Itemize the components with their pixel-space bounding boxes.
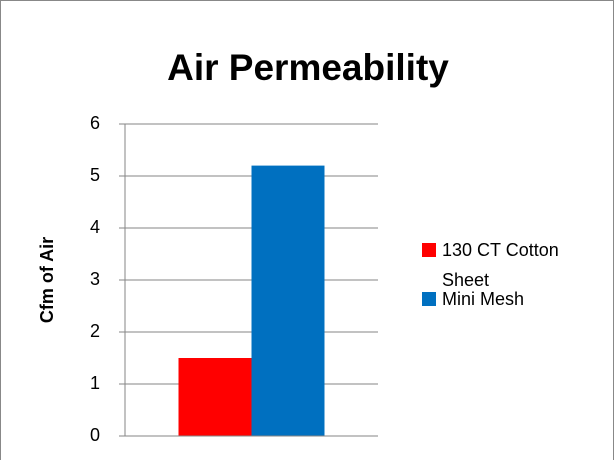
y-tick-label: 6: [90, 113, 100, 133]
y-tick-label: 3: [90, 269, 100, 289]
y-tick-label: 5: [90, 165, 100, 185]
y-tick-label: 2: [90, 321, 100, 341]
chart-title: Air Permeability: [167, 47, 449, 88]
y-tick-label: 0: [90, 425, 100, 445]
legend-swatch: [422, 243, 436, 257]
y-axis-label: Cfm of Air: [37, 237, 57, 323]
legend-swatch: [422, 292, 436, 306]
y-tick-label: 4: [90, 217, 100, 237]
bar: [178, 358, 252, 436]
legend-label: Mini Mesh: [442, 289, 525, 309]
legend-label: 130 CT Cotton Sheet: [442, 240, 559, 290]
bar: [251, 165, 325, 436]
y-tick-label: 1: [90, 373, 100, 393]
